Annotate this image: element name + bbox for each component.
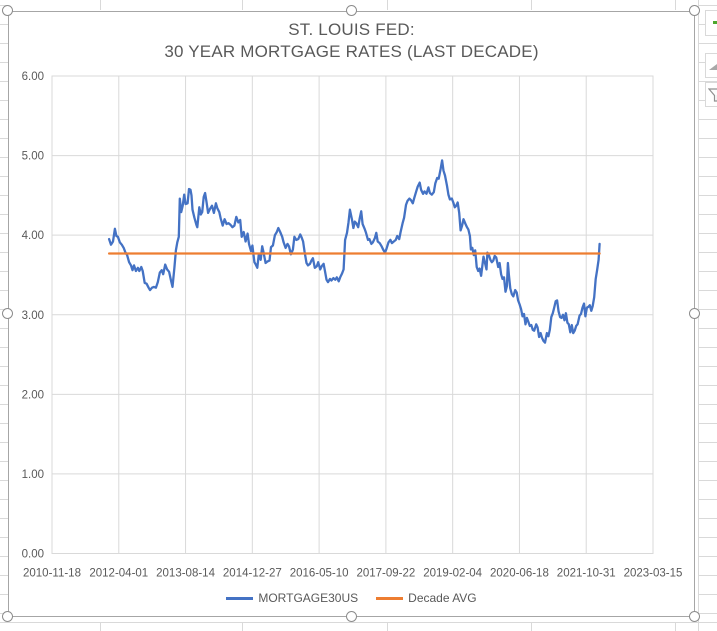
sheet-gridline [698,195,717,196]
chart-object[interactable]: ST. LOUIS FED: 30 YEAR MORTGAGE RATES (L… [8,11,695,617]
sheet-gridline [0,385,8,386]
sheet-gridline [698,119,717,120]
chart-styles-button[interactable] [705,53,717,78]
sheet-gridline [0,442,8,443]
legend-label: MORTGAGE30US [258,591,359,605]
sheet-gridline [698,575,717,576]
sheet-gridline [0,62,8,63]
sheet-gridline [698,347,717,348]
sheet-gridline [0,328,8,329]
sheet-gridline [0,537,8,538]
sheet-gridline [386,0,388,10]
selection-handle-bottom-right[interactable] [689,611,700,622]
legend-item-mortgage30us[interactable]: MORTGAGE30US [226,591,358,605]
legend-line-swatch [226,596,254,600]
chart-title-line2: 30 YEAR MORTGAGE RATES (LAST DECADE) [164,42,539,61]
sheet-gridline [698,499,717,500]
sheet-gridline [0,518,8,519]
sheet-gridline [698,290,717,291]
sheet-gridline [386,622,388,631]
selection-handle-bottom-left[interactable] [2,611,13,622]
selection-handle-top-right[interactable] [689,5,700,16]
sheet-gridline [698,43,717,44]
sheet-gridline [0,100,8,101]
sheet-gridline [698,328,717,329]
chart-filters-button[interactable] [705,82,717,107]
sheet-gridline [0,366,8,367]
funnel-icon [708,88,717,102]
sheet-gridline [242,0,243,10]
sheet-gridline [698,613,717,614]
chart-title[interactable]: ST. LOUIS FED: 30 YEAR MORTGAGE RATES (L… [9,19,694,63]
sheet-gridline [0,347,8,348]
sheet-gridline [698,138,717,139]
sheet-gridline [530,0,532,10]
sheet-gridline [0,480,8,481]
sheet-gridline [0,24,8,25]
sheet-gridline [698,233,717,234]
sheet-gridline [0,252,8,253]
sheet-gridline [100,0,101,10]
sheet-gridline [698,81,717,82]
sheet-gridline [674,0,676,10]
sheet-gridline [0,233,8,234]
chart-elements-button[interactable] [705,10,717,36]
sheet-gridline [0,499,8,500]
sheet-gridline [0,119,8,120]
sheet-gridline [698,157,717,158]
sheet-gridline [698,480,717,481]
sheet-gridline [0,575,8,576]
sheet-gridline [698,5,717,6]
legend-line-swatch [376,596,404,600]
sheet-gridline [0,138,8,139]
sheet-gridline [0,461,8,462]
selection-handle-top-left[interactable] [2,5,13,16]
sheet-gridline [0,594,8,595]
sheet-gridline [698,176,717,177]
sheet-gridline [698,423,717,424]
sheet-gridline [0,157,8,158]
sheet-gridline [698,214,717,215]
sheet-gridline [698,385,717,386]
sheet-gridline [100,622,101,631]
sheet-gridline [698,442,717,443]
sheet-gridline [0,214,8,215]
sheet-gridline [698,404,717,405]
sheet-gridline [0,176,8,177]
sheet-gridline [698,556,717,557]
selection-handle-bottom-center[interactable] [346,611,357,622]
sheet-gridline [0,271,8,272]
sheet-gridline [698,252,717,253]
sheet-gridline [0,423,8,424]
legend-label: Decade AVG [408,591,477,605]
legend-item-decade-avg[interactable]: Decade AVG [376,591,477,605]
sheet-gridline [698,461,717,462]
selection-handle-top-center[interactable] [346,5,357,16]
sheet-gridline [698,271,717,272]
sheet-gridline [0,43,8,44]
sheet-gridline [698,537,717,538]
sheet-gridline [242,622,243,631]
sheet-gridline [0,195,8,196]
sheet-gridline [674,622,676,631]
sheet-gridline [530,622,532,631]
sheet-gridline [698,309,717,310]
sheet-gridline [0,81,8,82]
sheet-gridline [0,404,8,405]
sheet-gridline [698,594,717,595]
chart-title-line1: ST. LOUIS FED: [288,20,415,39]
paintbrush-icon [709,61,717,70]
selection-handle-middle-left[interactable] [2,308,13,319]
chart-legend[interactable]: MORTGAGE30US Decade AVG [9,589,694,607]
sheet-gridline [698,518,717,519]
sheet-gridline [698,366,717,367]
sheet-gridline [0,290,8,291]
sheet-gridline [0,556,8,557]
sheet-gridline [0,622,717,623]
selection-handle-middle-right[interactable] [689,308,700,319]
